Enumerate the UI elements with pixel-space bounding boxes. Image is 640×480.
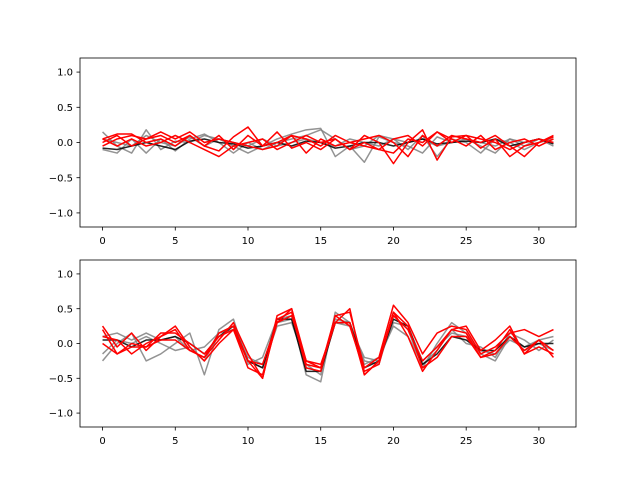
x-tick-label: 0 <box>99 436 105 447</box>
x-tick-label: 10 <box>242 236 255 247</box>
x-tick-label: 30 <box>533 236 546 247</box>
bottom-subplot: 0 5 10 15 20 25 30 1.0 0.5 0.0 −0.5 −1.0 <box>49 259 577 447</box>
x-tick-label: 25 <box>460 236 473 247</box>
y-tick-label: −0.5 <box>49 173 73 184</box>
x-tick-label: 10 <box>242 436 255 447</box>
x-tick-label: 5 <box>172 236 178 247</box>
y-tick-label: 1.0 <box>57 68 73 79</box>
series-group <box>102 126 554 165</box>
series-line-red-6 <box>102 131 554 154</box>
x-tick-label: 25 <box>460 436 473 447</box>
x-tick-label: 30 <box>533 436 546 447</box>
y-tick-label: 0.5 <box>57 304 73 315</box>
series-line-red-4 <box>102 126 554 165</box>
x-tick-label: 0 <box>99 236 105 247</box>
y-tick-label: 0.0 <box>57 138 73 149</box>
series-group <box>101 304 555 383</box>
top-subplot: 0 5 10 15 20 25 30 1.0 0.5 0.0 −0.5 −1.0 <box>49 57 577 247</box>
y-tick-label: 0.0 <box>57 339 73 350</box>
x-tick-label: 15 <box>314 236 327 247</box>
y-tick-label: −1.0 <box>49 409 73 420</box>
x-tick-label: 15 <box>314 436 327 447</box>
x-tick-label: 20 <box>387 236 400 247</box>
y-tick-label: −0.5 <box>49 374 73 385</box>
y-tick-label: 0.5 <box>57 103 73 114</box>
x-tick-label: 5 <box>172 436 178 447</box>
y-tick-label: −1.0 <box>49 209 73 220</box>
series-line-red-7 <box>102 131 554 158</box>
series-line-red-7 <box>102 314 554 376</box>
y-tick-label: 1.0 <box>57 270 73 281</box>
x-tick-label: 20 <box>387 436 400 447</box>
